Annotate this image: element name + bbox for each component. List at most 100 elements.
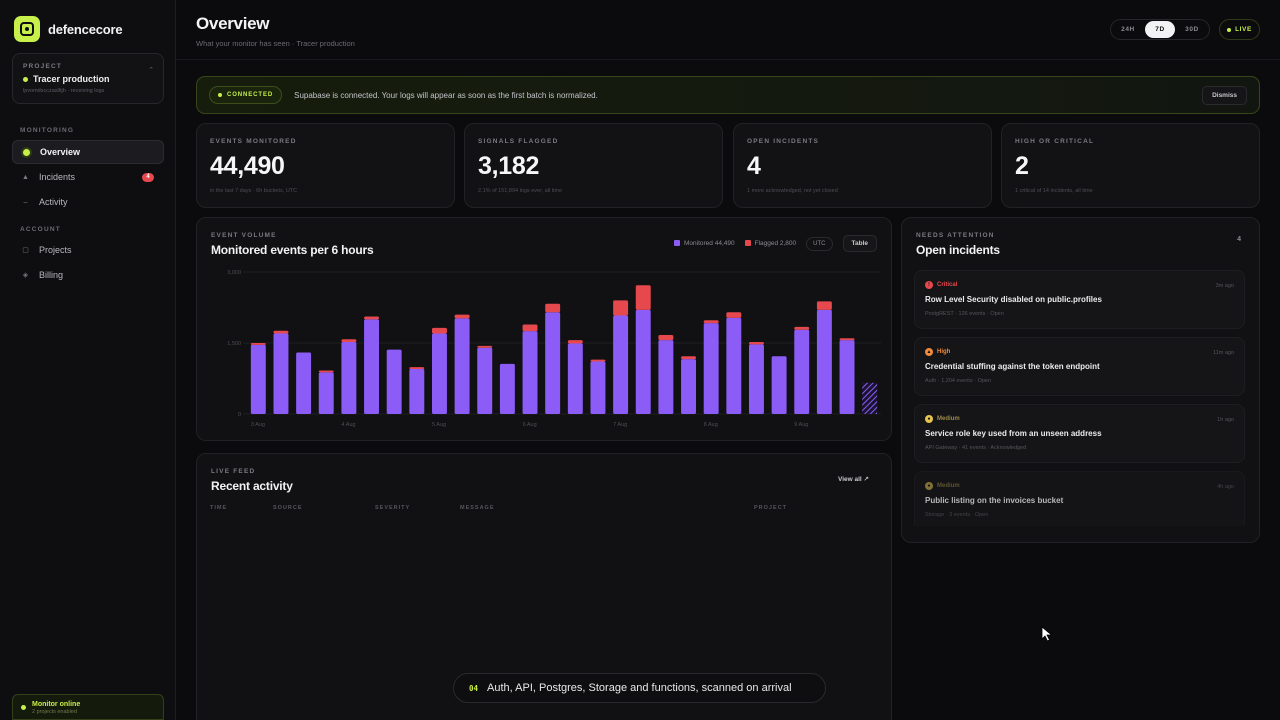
range-tab-24h[interactable]: 24H bbox=[1121, 26, 1135, 33]
stat-footnote: 2.1% of 151,894 logs ever, all time bbox=[478, 188, 563, 194]
incident-card[interactable]: ▲ High Credential stuffing against the to… bbox=[914, 337, 1245, 396]
incident-age: 3m ago bbox=[1215, 283, 1234, 289]
bar-flagged[interactable] bbox=[726, 312, 742, 318]
bar-flagged[interactable] bbox=[273, 330, 289, 334]
stat-label: EVENTS MONITORED bbox=[210, 138, 297, 145]
bar-monitored[interactable] bbox=[409, 369, 425, 414]
bar-flagged[interactable] bbox=[522, 324, 538, 332]
incident-card[interactable]: ● Medium Public listing on the invoices b… bbox=[914, 471, 1245, 526]
legend-flagged-swatch bbox=[744, 240, 751, 247]
dismiss-button[interactable]: Dismiss bbox=[1202, 85, 1247, 105]
bar-flagged[interactable] bbox=[341, 339, 357, 343]
column-header-time[interactable]: TIME bbox=[210, 505, 228, 511]
bar-flagged[interactable] bbox=[748, 342, 764, 345]
bar-monitored[interactable] bbox=[250, 344, 266, 414]
sidebar-item-overview[interactable]: Overview bbox=[12, 140, 164, 164]
incident-meta: Auth · 1,204 events · Open bbox=[925, 378, 992, 384]
bar-monitored[interactable] bbox=[590, 361, 606, 414]
bar-flagged[interactable] bbox=[250, 343, 266, 345]
event-volume-chart: 3,000 1,500 0 3 Aug 4 Aug 5 Aug 6 Aug 7 Aug 8 Au… bbox=[227, 270, 881, 428]
panel-title: Monitored events per 6 hours bbox=[211, 243, 374, 257]
bar-flagged[interactable] bbox=[590, 359, 606, 362]
stat-value: 4 bbox=[747, 152, 761, 180]
bar-monitored[interactable] bbox=[726, 317, 742, 414]
bar-monitored[interactable] bbox=[454, 318, 470, 414]
bar-flagged[interactable] bbox=[567, 340, 583, 344]
sidebar-item-activity[interactable]: – Activity bbox=[12, 190, 164, 214]
sidebar-item-incidents[interactable]: ▲ Incidents 4 bbox=[12, 165, 164, 189]
utc-pill[interactable]: UTC bbox=[806, 236, 833, 251]
live-indicator[interactable]: LIVE bbox=[1219, 19, 1260, 40]
bar-flagged[interactable] bbox=[681, 356, 697, 360]
column-header-severity[interactable]: SEVERITY bbox=[375, 505, 411, 511]
bar-flagged[interactable] bbox=[431, 327, 447, 334]
bar-monitored[interactable] bbox=[839, 340, 855, 414]
bar-monitored[interactable] bbox=[635, 309, 651, 414]
chevron-up-down-icon: ⌃ bbox=[148, 67, 154, 74]
bar-monitored[interactable] bbox=[545, 312, 561, 414]
bar-monitored[interactable] bbox=[477, 347, 493, 414]
bar-monitored[interactable] bbox=[499, 363, 515, 414]
bar-monitored[interactable] bbox=[522, 331, 538, 414]
table-view-button[interactable]: Table bbox=[842, 235, 877, 252]
bar-flagged[interactable] bbox=[703, 320, 719, 324]
high-severity-icon: ▲ bbox=[925, 348, 933, 356]
panel-label: LIVE FEED bbox=[211, 468, 256, 475]
incident-card[interactable]: ! Critical Row Level Security disabled on… bbox=[914, 270, 1245, 329]
bar-flagged[interactable] bbox=[658, 334, 674, 341]
bar-flagged[interactable] bbox=[318, 370, 334, 373]
bar-flagged[interactable] bbox=[635, 285, 651, 310]
bar-flagged[interactable] bbox=[364, 316, 380, 320]
monitor-online-dot-icon bbox=[21, 705, 26, 710]
column-header-message[interactable]: MESSAGE bbox=[460, 505, 495, 511]
stat-card-high-or-critical: HIGH OR CRITICAL 2 1 critical of 14 inci… bbox=[1001, 123, 1260, 208]
column-header-project[interactable]: PROJECT bbox=[754, 505, 787, 511]
mouse-cursor-icon bbox=[1041, 626, 1053, 642]
x-tick-label: 4 Aug bbox=[341, 422, 355, 428]
folder-icon: ▢ bbox=[22, 247, 29, 254]
panel-label: NEEDS ATTENTION bbox=[916, 232, 995, 239]
event-volume-panel: EVENT VOLUME Monitored events per 6 hour… bbox=[196, 217, 892, 441]
incident-age: 4h ago bbox=[1217, 484, 1234, 490]
bar-flagged[interactable] bbox=[613, 300, 629, 316]
bar-monitored[interactable] bbox=[364, 319, 380, 414]
toast-text: Auth, API, Postgres, Storage and functio… bbox=[487, 682, 792, 694]
bar-flagged[interactable] bbox=[839, 338, 855, 341]
sidebar-item-projects[interactable]: ▢ Projects bbox=[12, 238, 164, 262]
incident-card[interactable]: ● Medium Service role key used from an un… bbox=[914, 404, 1245, 463]
bar-monitored[interactable] bbox=[296, 352, 312, 414]
project-switcher[interactable]: PROJECT Tracer production lpvomdxcczasll… bbox=[12, 53, 164, 104]
sidebar-item-label: Activity bbox=[39, 197, 68, 207]
bar-monitored[interactable] bbox=[567, 343, 583, 414]
brand[interactable]: defencecore bbox=[14, 16, 123, 42]
bar-monitored[interactable] bbox=[341, 342, 357, 414]
bar-projected[interactable] bbox=[862, 382, 878, 414]
bar-monitored[interactable] bbox=[771, 356, 787, 414]
sidebar-item-billing[interactable]: ◈ Billing bbox=[12, 263, 164, 287]
column-header-source[interactable]: SOURCE bbox=[273, 505, 303, 511]
bar-monitored[interactable] bbox=[273, 333, 289, 414]
sidebar-item-label: Incidents bbox=[39, 172, 76, 182]
view-all-link[interactable]: View all ↗ bbox=[838, 475, 869, 483]
bar-monitored[interactable] bbox=[386, 349, 402, 414]
bar-monitored[interactable] bbox=[613, 315, 629, 414]
range-tab-30d[interactable]: 30D bbox=[1185, 26, 1199, 33]
bar-flagged[interactable] bbox=[454, 314, 470, 319]
bar-monitored[interactable] bbox=[658, 340, 674, 414]
bar-monitored[interactable] bbox=[703, 323, 719, 414]
bar-flagged[interactable] bbox=[816, 301, 832, 310]
bar-monitored[interactable] bbox=[681, 359, 697, 414]
bar-monitored[interactable] bbox=[794, 329, 810, 414]
sidebar-item-label: Overview bbox=[40, 147, 81, 157]
bar-monitored[interactable] bbox=[748, 344, 764, 414]
bar-monitored[interactable] bbox=[816, 309, 832, 414]
range-tab-7d[interactable]: 7D bbox=[1145, 21, 1175, 38]
bar-flagged[interactable] bbox=[409, 367, 425, 370]
bar-flagged[interactable] bbox=[477, 345, 493, 348]
bar-flagged[interactable] bbox=[794, 326, 810, 330]
bar-monitored[interactable] bbox=[318, 372, 334, 414]
bar-monitored[interactable] bbox=[431, 333, 447, 414]
banner-message: Supabase is connected. Your logs will ap… bbox=[294, 90, 598, 100]
legend-monitored: Monitored 44,490 bbox=[674, 240, 735, 247]
bar-flagged[interactable] bbox=[545, 303, 561, 313]
